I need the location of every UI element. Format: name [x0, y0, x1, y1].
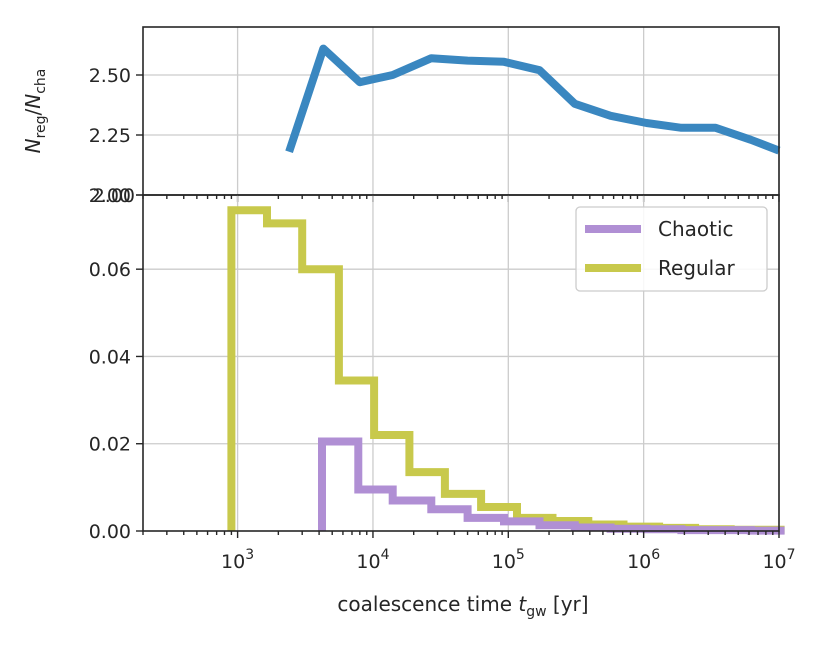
- x-tick-label: 103: [221, 547, 254, 573]
- bottom-x-ticks: 103 104 105 106 107: [142, 531, 796, 573]
- x-tick-base: 10: [492, 551, 516, 573]
- bottom-y-ticks: 0.00 0.02 0.04 0.06: [89, 194, 143, 543]
- xlabel-t: t: [518, 592, 527, 616]
- ratio-panel: 2.002.252.50 Nreg/Ncha: [21, 26, 781, 207]
- ratio-series-line: [285, 44, 781, 155]
- top-y-axis-label: Nreg/Ncha: [21, 69, 49, 154]
- x-axis-label: coalescence time tgw [yr]: [337, 592, 588, 620]
- top-horizontal-grid: [143, 74, 779, 196]
- y-tick-label-2.00-bottom: 2.00: [93, 185, 135, 207]
- histogram-series: [227, 206, 785, 535]
- x-tick-label: 105: [492, 547, 525, 573]
- legend: Chaotic Regular: [575, 206, 768, 292]
- x-tick-base: 10: [221, 551, 245, 573]
- ylabel-sub2: cha: [33, 69, 49, 94]
- bottom-y-tick-label: 0.00: [89, 521, 131, 543]
- bottom-y-tick-label: 0.06: [89, 259, 131, 281]
- ylabel-sub1: reg: [33, 115, 49, 138]
- xlabel-main: coalescence time: [337, 592, 518, 616]
- top-y-tick-label: 2.00: [89, 185, 131, 207]
- histogram-chaotic: [318, 437, 785, 535]
- top-y-tick-label: 2.25: [89, 125, 131, 147]
- bottom-y-tick-label: 0.02: [89, 434, 131, 456]
- bottom-panel-frame: [142, 194, 780, 532]
- x-tick-label: 104: [356, 547, 389, 573]
- x-tick-exponent: 7: [787, 547, 796, 563]
- x-tick-label: 106: [627, 547, 660, 573]
- legend-label-chaotic: Chaotic: [658, 217, 734, 241]
- x-tick-base: 10: [627, 551, 651, 573]
- x-tick-label: 107: [762, 547, 795, 573]
- xlabel-unit: [yr]: [547, 592, 589, 616]
- ylabel-n1: N: [21, 138, 45, 153]
- legend-label-regular: Regular: [658, 256, 735, 280]
- x-tick-base: 10: [356, 551, 380, 573]
- bottom-horizontal-grid: [143, 268, 779, 445]
- top-x-ticks: [142, 195, 780, 202]
- top-y-tick-label: 2.50: [89, 65, 131, 87]
- ylabel-slash: /: [21, 108, 45, 115]
- bottom-y-tick-label: 0.04: [89, 346, 131, 368]
- x-tick-exponent: 6: [651, 547, 660, 563]
- x-tick-exponent: 4: [381, 547, 390, 563]
- top-y-ticks: 2.00 2.25 2.50: [89, 65, 143, 207]
- x-tick-base: 10: [762, 551, 786, 573]
- top-panel-frame: [142, 26, 780, 196]
- xlabel-sub: gw: [526, 604, 546, 620]
- ylabel-n2: N: [21, 94, 45, 109]
- histogram-panel: 0.000.020.040.06 103 104 105 106 107 2.00 Ch…: [89, 185, 796, 620]
- x-tick-exponent: 5: [516, 547, 525, 563]
- x-tick-exponent: 3: [245, 547, 254, 563]
